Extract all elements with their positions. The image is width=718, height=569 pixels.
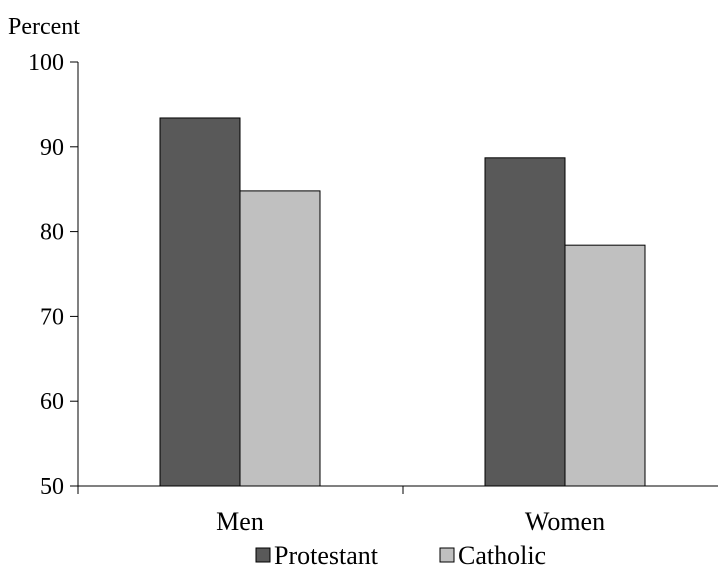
legend-label-catholic: Catholic bbox=[458, 541, 546, 569]
bars-group bbox=[159, 117, 646, 487]
y-tick-label: 100 bbox=[28, 50, 64, 76]
y-axis-title: Percent bbox=[8, 14, 80, 40]
axes-group bbox=[77, 62, 718, 494]
x-tick-label: Women bbox=[525, 507, 605, 536]
y-tick-label: 80 bbox=[40, 220, 64, 246]
legend-label-protestant: Protestant bbox=[274, 541, 379, 569]
legend-swatch-catholic bbox=[439, 547, 455, 563]
legend: Protestant Catholic bbox=[255, 541, 546, 569]
bar-protestant-men bbox=[159, 117, 241, 487]
bar-catholic-women bbox=[564, 244, 646, 487]
legend-swatch-protestant bbox=[255, 547, 271, 563]
y-tick-label: 60 bbox=[40, 389, 64, 415]
y-tick-label: 70 bbox=[40, 304, 64, 330]
x-tick-label: Men bbox=[216, 507, 264, 536]
x-axis-labels: Men Women bbox=[216, 507, 605, 536]
y-tick-label: 50 bbox=[40, 474, 64, 500]
bar-catholic-men bbox=[239, 190, 321, 487]
bar-protestant-women bbox=[484, 157, 566, 487]
y-axis-ticks: 50 60 70 80 90 100 bbox=[28, 50, 78, 500]
y-tick-label: 90 bbox=[40, 135, 64, 161]
